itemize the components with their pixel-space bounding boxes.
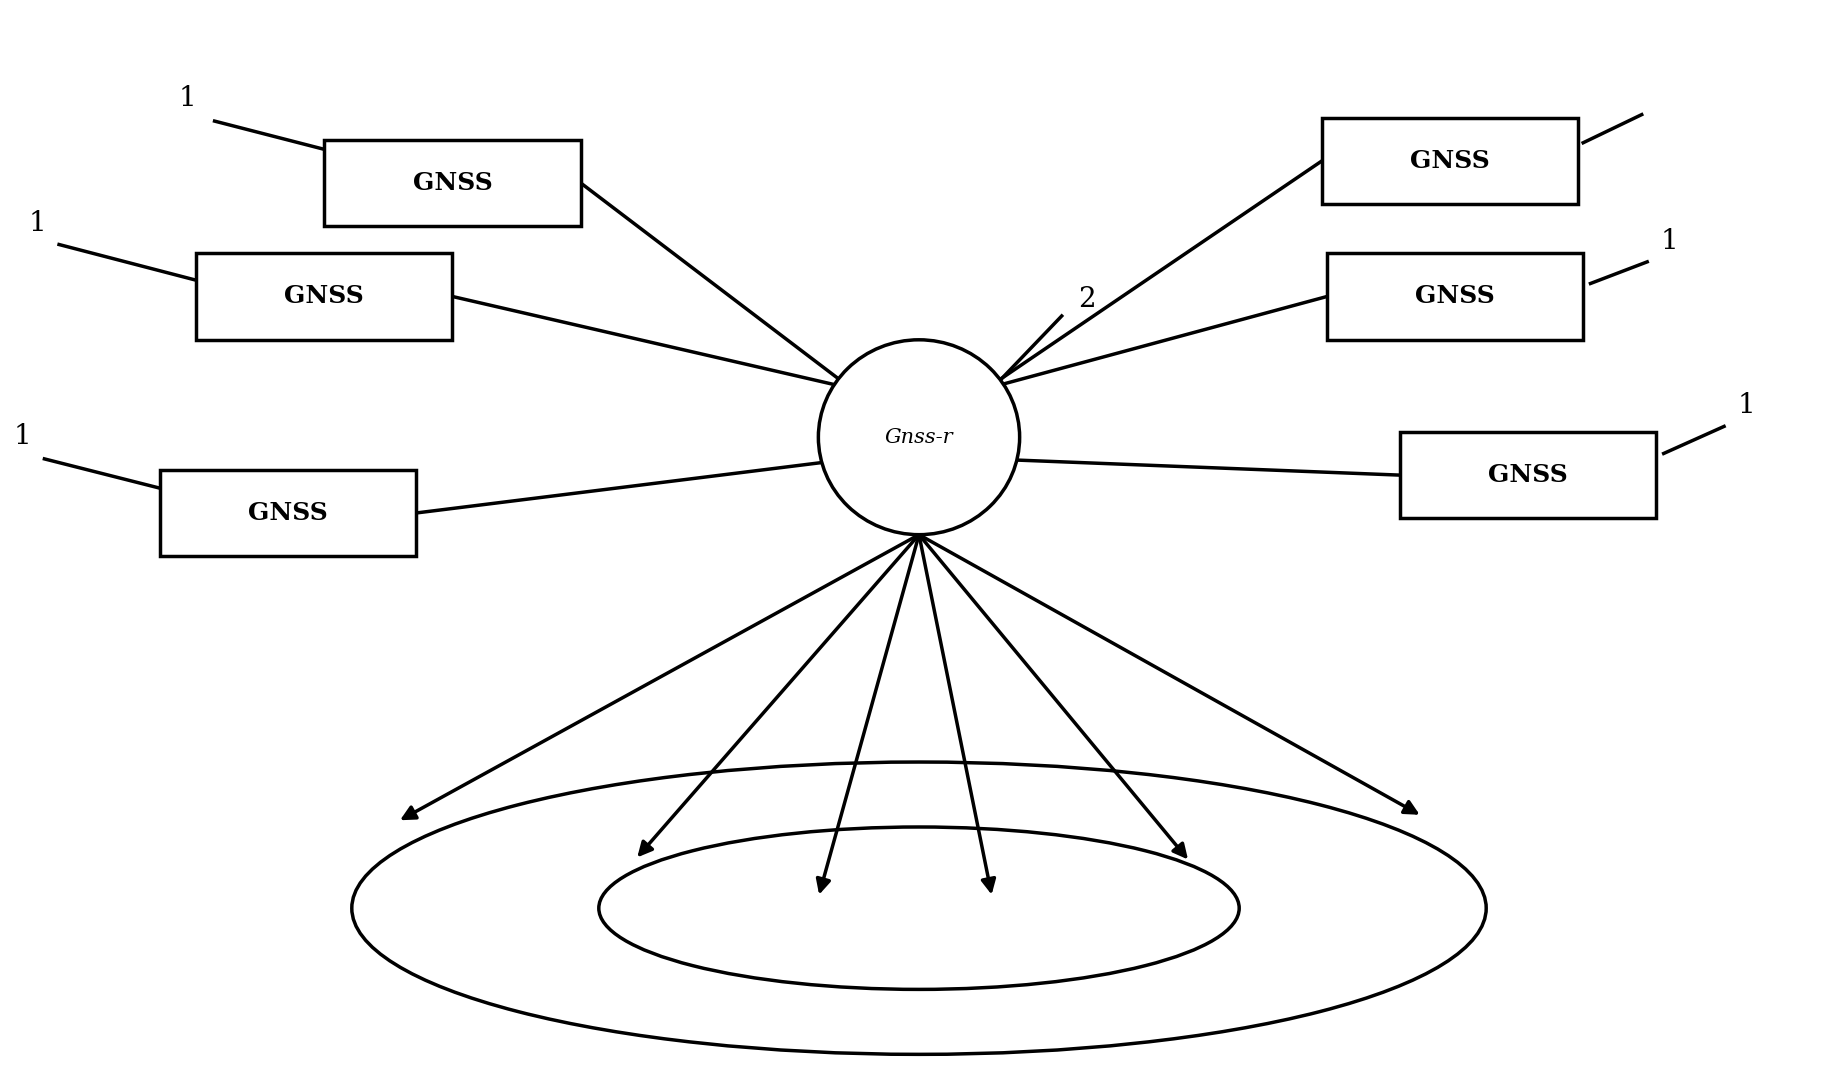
Text: GNSS: GNSS (412, 171, 493, 195)
Text: GNSS: GNSS (285, 285, 364, 309)
FancyBboxPatch shape (1401, 432, 1656, 518)
Text: 1: 1 (28, 209, 46, 237)
Text: 2: 2 (1079, 286, 1095, 313)
FancyBboxPatch shape (1322, 118, 1577, 204)
FancyBboxPatch shape (197, 253, 452, 339)
Text: Gnss-r: Gnss-r (884, 428, 954, 446)
FancyBboxPatch shape (1327, 253, 1583, 339)
Text: 1: 1 (1737, 392, 1755, 419)
FancyBboxPatch shape (323, 140, 581, 226)
Text: GNSS: GNSS (1410, 149, 1489, 173)
Text: 1: 1 (1660, 228, 1678, 255)
Text: 1: 1 (178, 85, 197, 112)
Text: GNSS: GNSS (1489, 463, 1568, 487)
FancyBboxPatch shape (160, 470, 415, 556)
Text: GNSS: GNSS (248, 501, 327, 525)
Text: GNSS: GNSS (1415, 285, 1494, 309)
Ellipse shape (818, 339, 1020, 535)
Text: 1: 1 (13, 423, 31, 451)
